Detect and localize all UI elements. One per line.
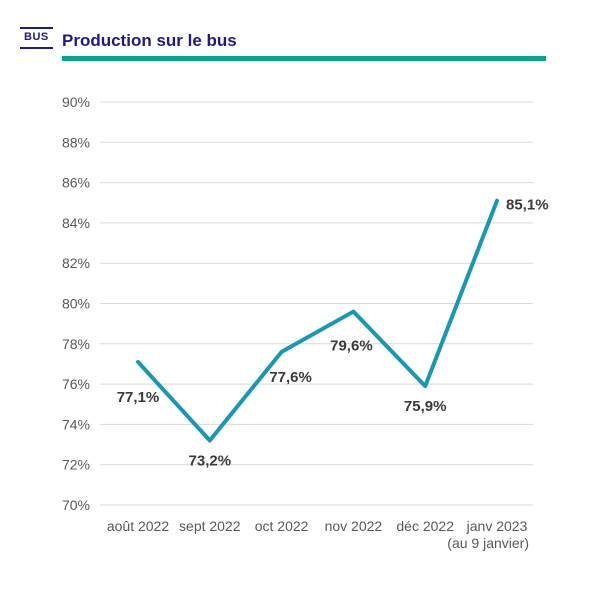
y-tick-label: 78% [62, 336, 90, 352]
x-tick-label: nov 2022 [325, 518, 383, 534]
y-tick-label: 72% [62, 457, 90, 473]
title-accent-rule [62, 56, 546, 61]
x-tick-label: sept 2022 [179, 518, 241, 534]
y-tick-label: 82% [62, 255, 90, 271]
data-point-label: 79,6% [330, 338, 373, 355]
data-point-label: 77,6% [269, 369, 312, 386]
x-tick-label: déc 2022 [396, 518, 454, 534]
y-tick-label: 90% [62, 94, 90, 110]
bus-mode-badge: BUS [20, 27, 53, 49]
x-tick-label: oct 2022 [255, 518, 309, 534]
data-point-label: 77,1% [117, 389, 160, 406]
data-point-label: 73,2% [189, 453, 232, 470]
data-point-label: 85,1% [506, 197, 549, 214]
data-point-label: 75,9% [404, 398, 447, 415]
y-tick-label: 86% [62, 175, 90, 191]
y-tick-label: 88% [62, 134, 90, 150]
x-tick-label: août 2022 [107, 518, 169, 534]
x-tick-sublabel: (au 9 janvier) [447, 535, 529, 551]
y-tick-label: 74% [62, 416, 90, 432]
y-tick-label: 80% [62, 296, 90, 312]
y-tick-label: 70% [62, 497, 90, 513]
y-tick-label: 84% [62, 215, 90, 231]
series-line [136, 198, 499, 443]
x-tick-label: janv 2023 [466, 518, 528, 534]
y-tick-label: 76% [62, 376, 90, 392]
page-title: Production sur le bus [62, 31, 237, 50]
